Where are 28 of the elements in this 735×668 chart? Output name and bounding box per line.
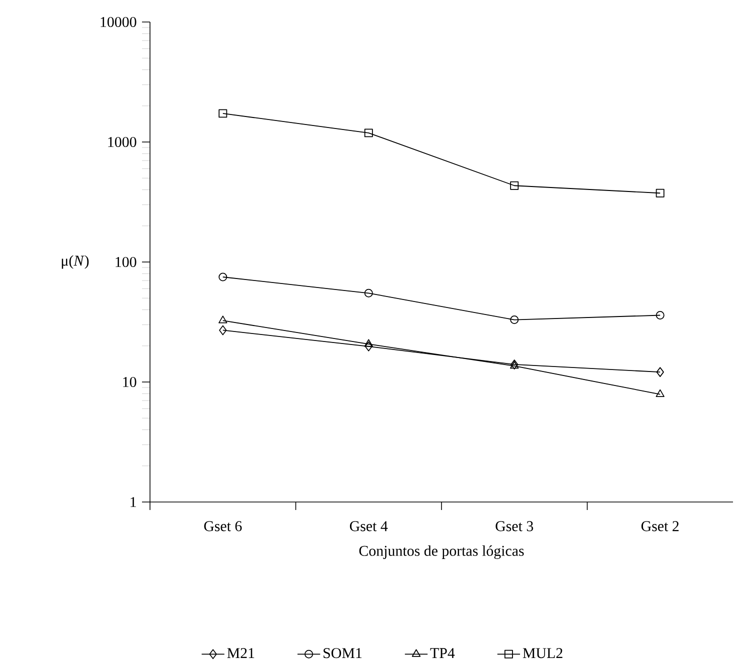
x-tick-label: Gset 6 <box>204 521 242 532</box>
point <box>218 316 228 324</box>
point <box>510 181 519 190</box>
point <box>656 188 664 198</box>
point <box>218 109 228 118</box>
x-tick-label: Gset 4 <box>350 521 388 532</box>
x-tick-label: Gset 2 <box>641 521 679 532</box>
point <box>364 341 372 352</box>
y-axis-title: μ(N) <box>62 255 89 269</box>
point <box>364 128 373 138</box>
y-tick-label: 100 <box>116 256 136 268</box>
legend-label: TP4 <box>430 648 455 658</box>
y-tick-label: 10 <box>123 376 136 388</box>
legend-label: M21 <box>227 648 254 658</box>
point <box>656 310 664 320</box>
point <box>656 389 664 397</box>
point <box>219 325 227 336</box>
point <box>510 316 519 324</box>
point <box>218 272 228 282</box>
point <box>364 288 373 298</box>
y-tick-label: 10000 <box>100 16 136 28</box>
y-tick-label: 1 <box>130 497 136 507</box>
point <box>656 367 664 378</box>
legend-label: SOM1 <box>324 648 362 658</box>
y-tick-label: 1000 <box>108 136 136 148</box>
x-tick-label: Gset 3 <box>496 521 534 532</box>
legend-label: MUL2 <box>522 648 562 658</box>
x-axis-title: Conjuntos de portas lógicas <box>359 545 524 559</box>
